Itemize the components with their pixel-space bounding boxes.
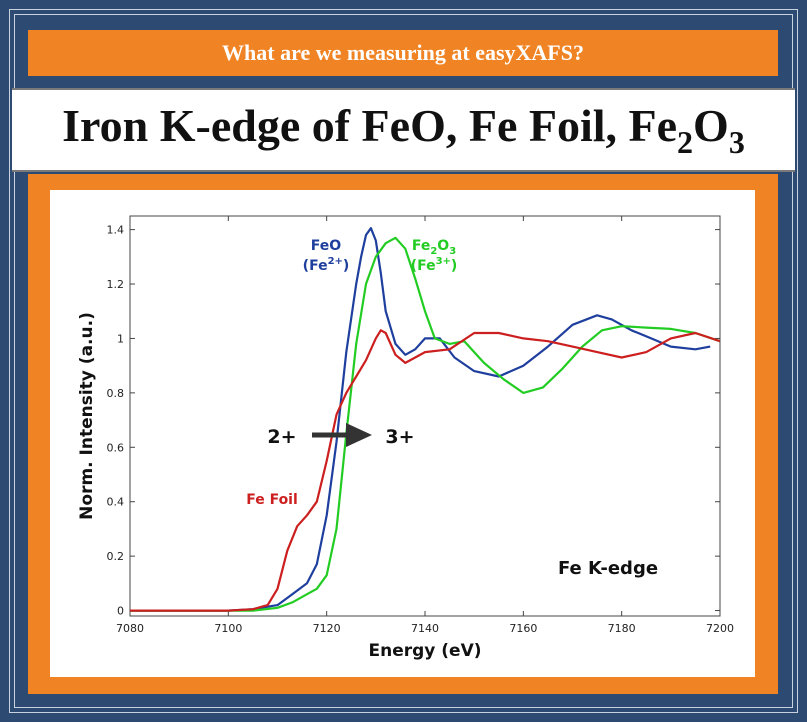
y-tick-label: 0 (117, 605, 124, 618)
title-main: Iron K-edge of FeO, Fe Foil, Fe (62, 100, 678, 151)
feo-ox-label: (Fe2+) (303, 256, 350, 274)
fe2o3-mid: O (437, 238, 449, 254)
x-tick-label: 7140 (411, 622, 439, 635)
feo-ox-close: ) (343, 258, 349, 274)
chart-panel: 7080 7100 7120 7140 7160 7180 7200 0 0.2 0.4 0.6 0… (50, 190, 755, 677)
series-lines (130, 227, 720, 612)
y-tick-label: 0.6 (107, 441, 125, 454)
feo-name: FeO (311, 238, 341, 254)
y-tick-label: 0.8 (107, 387, 125, 400)
xanes-chart: 7080 7100 7120 7140 7160 7180 7200 00.20.40.60… (77, 215, 734, 661)
y-tick-label: 0.2 (107, 550, 125, 563)
y-tick-label: 0.4 (107, 496, 125, 509)
x-tick-label: 7080 (116, 622, 144, 635)
y-axis-label: Norm. Intensity (a.u.) (77, 312, 97, 520)
title-sub-1: 2 (677, 124, 694, 160)
banner-text: What are we measuring at easyXAFS? (222, 40, 584, 65)
y-tick-label: 1.4 (107, 224, 125, 237)
x-tick-label: 7120 (313, 622, 341, 635)
fe-k-edge-label: Fe K-edge (558, 558, 658, 579)
feo-ox-sup: 2+ (328, 256, 343, 267)
fe2o3-line (130, 236, 720, 612)
plot-area-frame (129, 215, 721, 617)
fe2o3-ox-open: (Fe (411, 258, 436, 274)
x-tick-label: 7200 (706, 622, 734, 635)
right-arrow-icon (312, 423, 372, 447)
y-axis: 0 0.2 0.4 0.6 0.8 1 1.2 1.4 (107, 224, 720, 618)
fe2o3-sub2: 3 (449, 246, 456, 257)
title-sub-2: 3 (728, 124, 745, 160)
title-mid: O (693, 100, 729, 151)
arrow-to-label: 3+ (385, 426, 414, 448)
feo-ox-open: (Fe (303, 258, 328, 274)
fe-foil-line (130, 329, 720, 612)
fe2o3-ox-sup: 3+ (436, 256, 451, 267)
x-axis: 7080 7100 7120 7140 7160 7180 7200 (116, 216, 734, 635)
y-tick-label: 1 (117, 332, 124, 345)
y-tick-label: 1.2 (107, 278, 125, 291)
x-axis-label: Energy (eV) (368, 641, 481, 661)
fe2o3-sub1: 2 (430, 246, 437, 257)
x-tick-label: 7180 (608, 622, 636, 635)
fe2o3-ox-label: (Fe3+) (411, 256, 458, 274)
fe2o3-ox-close: ) (451, 258, 457, 274)
fe2o3-label: Fe2O3 (412, 238, 456, 257)
feo-label: FeO (311, 238, 341, 254)
x-tick-label: 7160 (509, 622, 537, 635)
feo-line (130, 227, 711, 612)
x-tick-label: 7100 (214, 622, 242, 635)
title-bar: Iron K-edge of FeO, Fe Foil, Fe2O3 (12, 88, 795, 172)
fe-foil-label: Fe Foil (246, 492, 298, 508)
arrow-from-label: 2+ (267, 426, 296, 448)
banner: What are we measuring at easyXAFS? (28, 30, 778, 76)
fe2o3-name: Fe (412, 238, 431, 254)
page-title: Iron K-edge of FeO, Fe Foil, Fe2O3 (62, 99, 745, 161)
